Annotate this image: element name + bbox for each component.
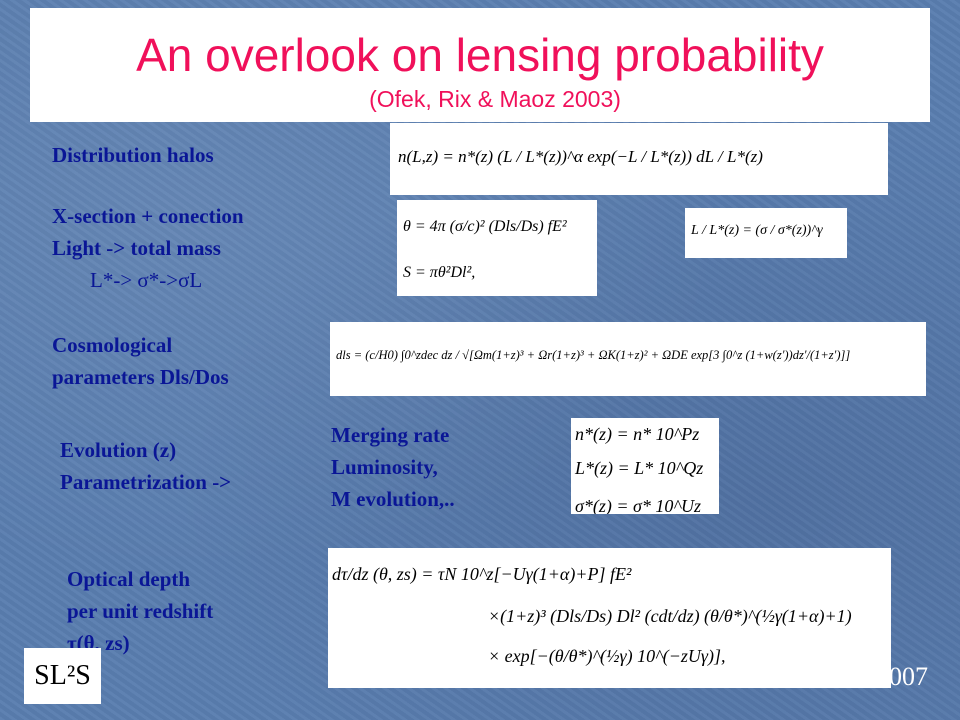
label-merging: Merging rate [331,423,450,447]
label-cosmo-1: Cosmological [52,333,173,357]
label-sigma-chain: L*-> σ*->σL [90,268,203,292]
label-cosmo-2: parameters Dls/Dos [52,365,229,389]
label-parametrization: Parametrization -> [60,470,232,494]
equation-cross-section: θ = 4π (σ/c)² (Dls/Ds) fE² S = πθ²Dl², [397,200,597,296]
label-xsection: X-section + conection [52,204,244,228]
label-optical-2: per unit redshift [67,599,214,623]
label-distribution-halos: Distribution halos [52,143,214,167]
title-box: An overlook on lensing probability (Ofek… [30,8,930,122]
label-optical-1: Optical depth [67,567,191,591]
label-m-evolution: M evolution,.. [331,487,455,511]
slide-subtitle: (Ofek, Rix & Maoz 2003) [369,86,621,112]
equation-faber-jackson: L / L*(z) = (σ / σ*(z))^γ [685,208,847,258]
slide-title: An overlook on lensing probability [136,29,824,81]
label-evolution: Evolution (z) [60,438,177,462]
equation-evolution: n*(z) = n* 10^Pz L*(z) = L* 10^Qz σ*(z) … [571,418,719,514]
sl2s-logo: SL²S [24,648,101,704]
label-luminosity: Luminosity, [331,455,438,479]
equation-distance: dls = (c/H0) ∫0^zdec dz / √[Ωm(1+z)³ + Ω… [330,322,926,396]
equation-halo-distribution: n(L,z) = n*(z) (L / L*(z))^α exp(−L / L*… [390,123,888,195]
label-light-mass: Light -> total mass [52,236,221,260]
equation-optical-depth: dτ/dz (θ, zs) = τN 10^z[−Uγ(1+α)+P] fE² … [328,548,891,688]
